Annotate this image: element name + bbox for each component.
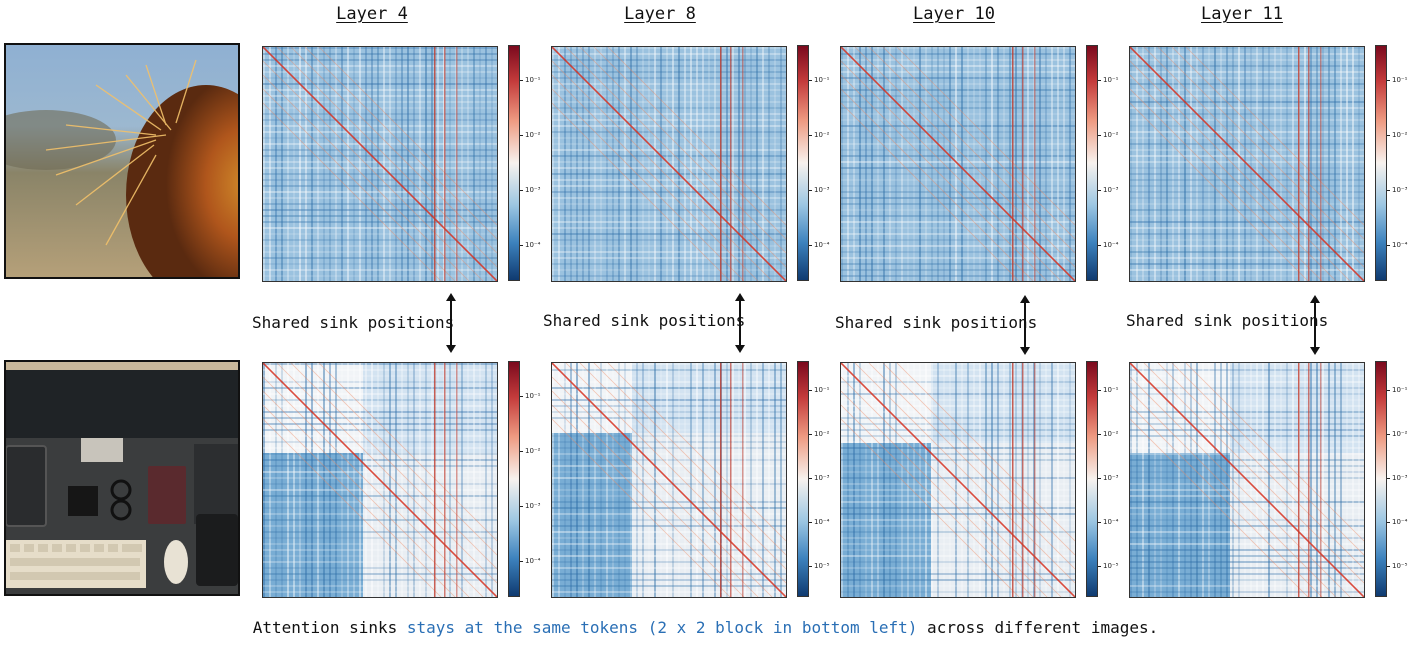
colorbar-tick-label: 10⁻³: [1386, 474, 1408, 482]
colorbar-tick-label: 10⁻²: [1097, 430, 1119, 438]
caption-suffix: across different images.: [917, 618, 1159, 637]
colorbar-tick-label: 10⁻⁴: [519, 556, 541, 565]
layer-title-11: Layer 11: [1201, 4, 1283, 24]
colorbar-tick-label: 10⁻¹: [1097, 75, 1119, 84]
colorbar-desk-layer-4: 10⁻¹ 10⁻² 10⁻³ 10⁻⁴: [508, 361, 540, 597]
colorbar-tick-label: 10⁻¹: [1097, 386, 1119, 394]
colorbar-cactus-layer-11: 10⁻¹ 10⁻² 10⁻³ 10⁻⁴: [1375, 45, 1407, 281]
colorbar-tick-label: 10⁻¹: [1386, 386, 1408, 394]
layer-title-4: Layer 4: [336, 4, 408, 24]
desk-photo: [4, 360, 240, 596]
double-arrow-icon: [446, 293, 456, 353]
layer-title-8: Layer 8: [624, 4, 696, 24]
colorbar-cactus-layer-4: 10⁻¹ 10⁻² 10⁻³ 10⁻⁴: [508, 45, 540, 281]
colorbar-tick-label: 10⁻⁴: [1386, 518, 1408, 526]
colorbar-tick-label: 10⁻²: [1097, 130, 1119, 139]
caption-prefix: Attention sinks: [252, 618, 407, 637]
colorbar-tick-label: 10⁻²: [808, 130, 830, 139]
heatmap-desk-layer-8: [551, 362, 787, 598]
colorbar-tick-label: 10⁻³: [808, 185, 830, 194]
cactus-photo: [4, 43, 240, 279]
colorbar-desk-layer-11: 10⁻¹ 10⁻² 10⁻³ 10⁻⁴ 10⁻⁵: [1375, 361, 1407, 597]
colorbar-tick-label: 10⁻²: [519, 130, 541, 139]
colorbar-tick-label: 10⁻¹: [808, 75, 830, 84]
colorbar-desk-layer-10: 10⁻¹ 10⁻² 10⁻³ 10⁻⁴ 10⁻⁵: [1086, 361, 1118, 597]
heatmap-cactus-layer-8: [551, 46, 787, 282]
heatmap-cactus-layer-10: [840, 46, 1076, 282]
colorbar-tick-label: 10⁻⁴: [1097, 518, 1119, 526]
layer-title-10: Layer 10: [913, 4, 995, 24]
colorbar-tick-label: 10⁻¹: [519, 391, 541, 400]
colorbar-tick-label: 10⁻³: [1097, 185, 1119, 194]
colorbar-tick-label: 10⁻⁵: [1097, 562, 1119, 570]
sink-label-layer-8: Shared sink positions: [543, 311, 746, 330]
colorbar-tick-label: 10⁻³: [1386, 185, 1408, 194]
colorbar-tick-label: 10⁻⁴: [808, 518, 830, 526]
colorbar-desk-layer-8: 10⁻¹ 10⁻² 10⁻³ 10⁻⁴ 10⁻⁵: [797, 361, 829, 597]
sink-label-layer-4: Shared sink positions: [252, 313, 455, 332]
colorbar-cactus-layer-10: 10⁻¹ 10⁻² 10⁻³ 10⁻⁴: [1086, 45, 1118, 281]
colorbar-tick-label: 10⁻²: [519, 446, 541, 455]
colorbar-tick-label: 10⁻³: [808, 474, 830, 482]
sink-label-layer-10: Shared sink positions: [835, 313, 1038, 332]
colorbar-tick-label: 10⁻⁵: [808, 562, 830, 570]
double-arrow-icon: [1020, 295, 1030, 355]
colorbar-tick-label: 10⁻²: [1386, 430, 1408, 438]
heatmap-desk-layer-10: [840, 362, 1076, 598]
caption-highlight: stays at the same tokens (2 x 2 block in…: [406, 618, 918, 637]
colorbar-tick-label: 10⁻³: [519, 501, 541, 510]
colorbar-tick-label: 10⁻⁴: [1097, 240, 1119, 249]
colorbar-tick-label: 10⁻⁴: [1386, 240, 1408, 249]
colorbar-tick-label: 10⁻³: [519, 185, 541, 194]
heatmap-cactus-layer-4: [262, 46, 498, 282]
figure-caption: Attention sinks stays at the same tokens…: [0, 618, 1411, 637]
heatmap-cactus-layer-11: [1129, 46, 1365, 282]
colorbar-tick-label: 10⁻¹: [1386, 75, 1408, 84]
colorbar-tick-label: 10⁻⁴: [808, 240, 830, 249]
colorbar-tick-label: 10⁻⁵: [1386, 562, 1408, 570]
double-arrow-icon: [1310, 295, 1320, 355]
heatmap-desk-layer-11: [1129, 362, 1365, 598]
sink-label-layer-11: Shared sink positions: [1126, 311, 1329, 330]
colorbar-tick-label: 10⁻³: [1097, 474, 1119, 482]
double-arrow-icon: [735, 293, 745, 353]
heatmap-desk-layer-4: [262, 362, 498, 598]
colorbar-tick-label: 10⁻¹: [808, 386, 830, 394]
colorbar-cactus-layer-8: 10⁻¹ 10⁻² 10⁻³ 10⁻⁴: [797, 45, 829, 281]
colorbar-tick-label: 10⁻²: [1386, 130, 1408, 139]
colorbar-tick-label: 10⁻¹: [519, 75, 541, 84]
colorbar-tick-label: 10⁻²: [808, 430, 830, 438]
colorbar-tick-label: 10⁻⁴: [519, 240, 541, 249]
